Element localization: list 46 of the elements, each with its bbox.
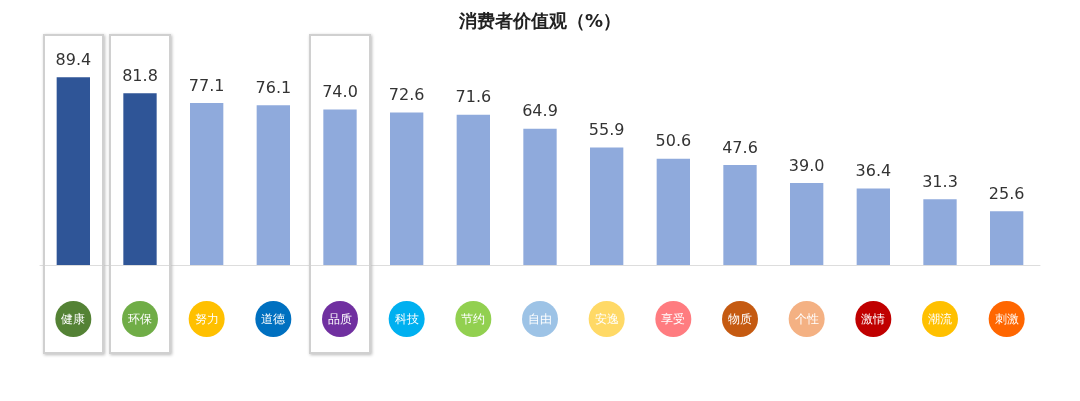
data-label: 72.6 (388, 85, 425, 105)
data-label: 36.4 (855, 161, 892, 181)
bar (590, 147, 624, 265)
bar (390, 112, 424, 265)
x-tick-label: 道德 (261, 312, 286, 326)
data-label: 50.6 (655, 131, 692, 151)
x-tick-label: 物质 (728, 312, 752, 326)
bar (523, 128, 557, 265)
x-tick-label: 享受 (661, 312, 686, 326)
x-tick-label: 科技 (394, 312, 419, 326)
data-label: 71.6 (455, 87, 492, 107)
bar (656, 158, 690, 265)
data-label: 76.1 (255, 77, 292, 97)
bar (923, 199, 957, 265)
bar (856, 188, 890, 265)
bar (790, 183, 824, 265)
data-label: 55.9 (588, 120, 625, 140)
x-tick-label: 品质 (328, 312, 352, 326)
data-label: 31.3 (922, 171, 958, 191)
bar (190, 103, 224, 265)
data-label: 39.0 (788, 155, 825, 175)
x-tick-label: 安逸 (594, 312, 619, 326)
data-label: 25.6 (988, 183, 1025, 203)
bar (123, 93, 157, 265)
data-label: 64.9 (522, 101, 558, 121)
x-tick-label: 自由 (528, 312, 552, 326)
data-label: 81.8 (122, 65, 158, 85)
x-tick-label: 潮流 (928, 312, 952, 326)
x-tick-label: 努力 (194, 312, 219, 326)
data-label: 74.0 (322, 82, 358, 102)
x-tick-label: 激情 (861, 312, 886, 326)
data-label: 47.6 (722, 137, 758, 157)
bar (723, 165, 757, 265)
chart-title: 消费者价值观（%） (457, 9, 622, 31)
x-tick-label: 健康 (61, 312, 86, 326)
bar (56, 77, 90, 265)
data-label: 77.1 (188, 75, 225, 95)
bar (256, 105, 290, 265)
x-tick-label: 节约 (461, 312, 486, 326)
x-tick-label: 环保 (128, 312, 152, 326)
data-label: 89.4 (55, 49, 92, 69)
x-tick-label: 刺激 (994, 312, 1019, 326)
x-tick-label: 个性 (794, 312, 819, 326)
bar (323, 109, 357, 265)
bar (990, 211, 1024, 265)
bar (456, 114, 490, 265)
